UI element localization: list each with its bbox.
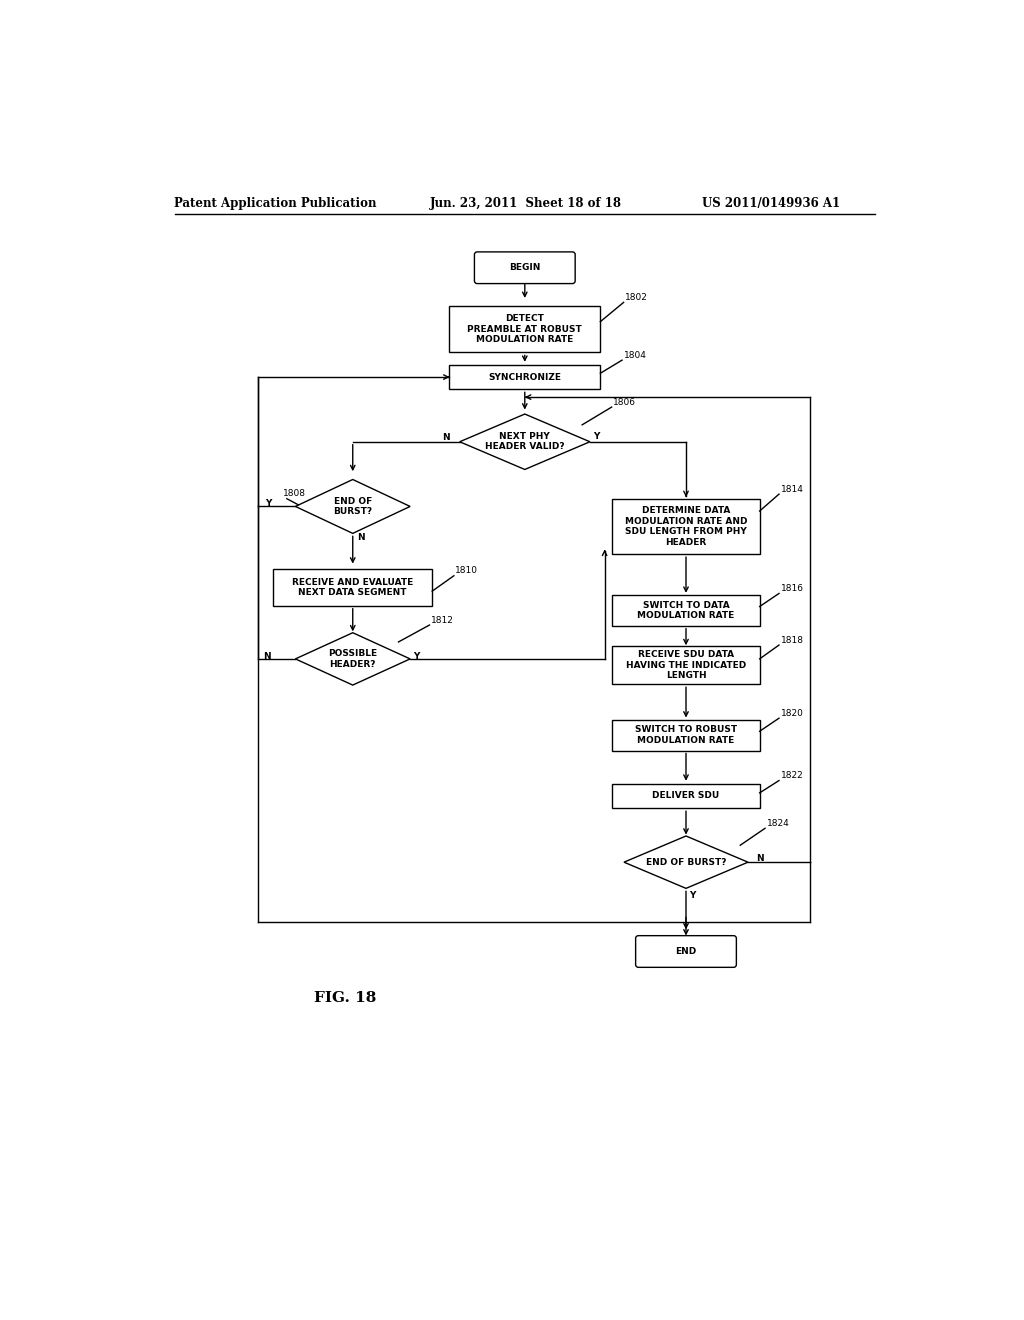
Text: 1802: 1802 <box>626 293 648 302</box>
Text: N: N <box>356 532 365 541</box>
FancyBboxPatch shape <box>636 936 736 968</box>
Polygon shape <box>295 632 410 685</box>
Text: Jun. 23, 2011  Sheet 18 of 18: Jun. 23, 2011 Sheet 18 of 18 <box>430 197 623 210</box>
Text: 1804: 1804 <box>624 351 646 360</box>
Text: RECEIVE SDU DATA
HAVING THE INDICATED
LENGTH: RECEIVE SDU DATA HAVING THE INDICATED LE… <box>626 651 746 680</box>
Text: BEGIN: BEGIN <box>509 263 541 272</box>
Text: N: N <box>263 652 270 661</box>
Text: Y: Y <box>593 433 599 441</box>
Text: 1806: 1806 <box>613 397 636 407</box>
Text: DETERMINE DATA
MODULATION RATE AND
SDU LENGTH FROM PHY
HEADER: DETERMINE DATA MODULATION RATE AND SDU L… <box>625 507 748 546</box>
Text: 1822: 1822 <box>780 771 803 780</box>
Text: END: END <box>676 946 696 956</box>
Text: US 2011/0149936 A1: US 2011/0149936 A1 <box>701 197 840 210</box>
Text: SWITCH TO DATA
MODULATION RATE: SWITCH TO DATA MODULATION RATE <box>637 601 734 620</box>
Text: END OF
BURST?: END OF BURST? <box>333 496 373 516</box>
Text: DELIVER SDU: DELIVER SDU <box>652 792 720 800</box>
Text: N: N <box>756 854 763 863</box>
Text: RECEIVE AND EVALUATE
NEXT DATA SEGMENT: RECEIVE AND EVALUATE NEXT DATA SEGMENT <box>292 578 414 597</box>
Text: SWITCH TO ROBUST
MODULATION RATE: SWITCH TO ROBUST MODULATION RATE <box>635 726 737 744</box>
Text: END OF BURST?: END OF BURST? <box>646 858 726 867</box>
Text: 1814: 1814 <box>780 484 804 494</box>
Text: FIG. 18: FIG. 18 <box>313 991 376 1005</box>
FancyBboxPatch shape <box>450 306 600 352</box>
Text: 1816: 1816 <box>780 585 804 593</box>
Text: 1818: 1818 <box>780 636 804 644</box>
FancyBboxPatch shape <box>474 252 575 284</box>
FancyBboxPatch shape <box>612 784 760 808</box>
Text: POSSIBLE
HEADER?: POSSIBLE HEADER? <box>328 649 377 669</box>
FancyBboxPatch shape <box>612 595 760 626</box>
FancyBboxPatch shape <box>612 719 760 751</box>
Text: 1810: 1810 <box>456 566 478 576</box>
Text: Y: Y <box>265 499 271 508</box>
Text: Y: Y <box>689 891 695 900</box>
Text: SYNCHRONIZE: SYNCHRONIZE <box>488 372 561 381</box>
FancyBboxPatch shape <box>273 569 432 606</box>
Text: N: N <box>442 433 450 442</box>
Polygon shape <box>624 836 748 888</box>
Text: 1808: 1808 <box>283 488 306 498</box>
Polygon shape <box>295 479 410 533</box>
Text: NEXT PHY
HEADER VALID?: NEXT PHY HEADER VALID? <box>485 432 564 451</box>
FancyBboxPatch shape <box>612 645 760 684</box>
Polygon shape <box>460 414 590 470</box>
FancyBboxPatch shape <box>450 364 600 389</box>
Text: Patent Application Publication: Patent Application Publication <box>174 197 377 210</box>
FancyBboxPatch shape <box>612 499 760 554</box>
Text: 1824: 1824 <box>767 818 790 828</box>
Text: DETECT
PREAMBLE AT ROBUST
MODULATION RATE: DETECT PREAMBLE AT ROBUST MODULATION RAT… <box>467 314 583 345</box>
Text: 1812: 1812 <box>431 615 454 624</box>
Text: 1820: 1820 <box>780 709 804 718</box>
Text: Y: Y <box>414 652 420 661</box>
